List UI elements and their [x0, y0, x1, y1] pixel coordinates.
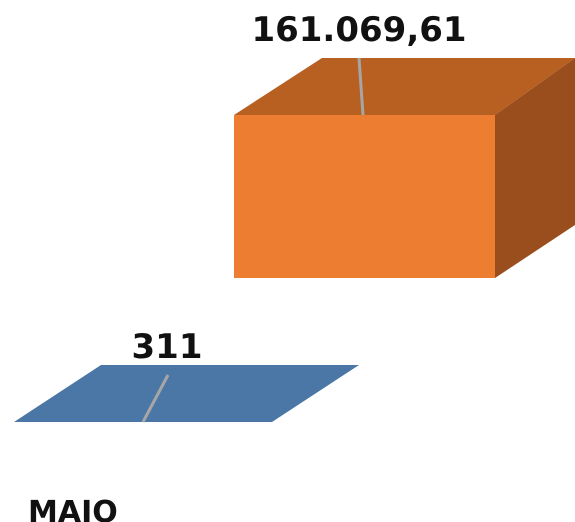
data-label-blue: 311: [132, 327, 203, 367]
bar-orange-top: [234, 58, 575, 115]
series-orange: 161.069,61: [234, 10, 575, 278]
category-label-maio: MAIO: [28, 495, 118, 522]
leader-line-orange: [357, 57, 365, 116]
series-blue: 311: [14, 327, 359, 423]
bar-orange-front: [234, 115, 495, 278]
bar-orange-side: [495, 58, 575, 278]
data-label-orange: 161.069,61: [251, 10, 466, 50]
leader-line-blue: [141, 374, 170, 423]
bar-blue-top: [14, 365, 359, 422]
